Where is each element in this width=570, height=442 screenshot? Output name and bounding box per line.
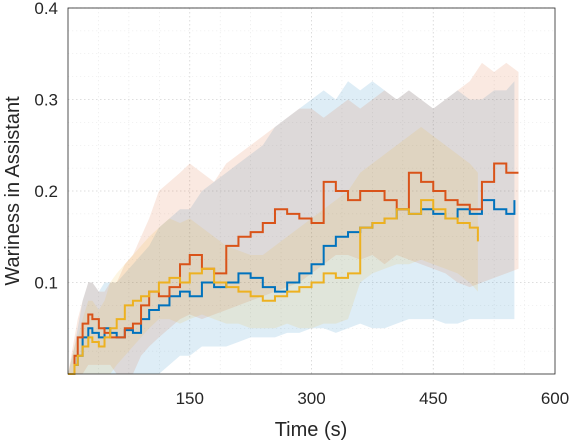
- x-tick-label: 450: [419, 389, 447, 408]
- y-tick-label: 0.4: [34, 0, 58, 18]
- y-tick-label: 0.3: [34, 91, 58, 110]
- series-1-line: [68, 199, 516, 375]
- x-tick-label: 150: [176, 389, 204, 408]
- series-3-line: [68, 199, 479, 375]
- series-3-band: [68, 126, 478, 374]
- y-tick-labels: 0.1 0.2 0.3 0.4: [34, 0, 58, 293]
- x-tick-labels: 150 300 450 600: [176, 389, 570, 408]
- y-tick-label: 0.2: [34, 182, 58, 201]
- series-1-band: [68, 81, 515, 374]
- grid: [68, 7, 555, 374]
- y-tick-label: 0.1: [34, 274, 58, 293]
- x-tick-label: 600: [541, 389, 569, 408]
- series-lines: [68, 162, 519, 375]
- x-tick-label: 300: [297, 389, 325, 408]
- plot-frame: [67, 7, 556, 375]
- y-axis-label: Wariness in Assistant: [2, 96, 24, 286]
- series-2-line: [68, 162, 519, 375]
- x-axis-label: Time (s): [275, 419, 348, 441]
